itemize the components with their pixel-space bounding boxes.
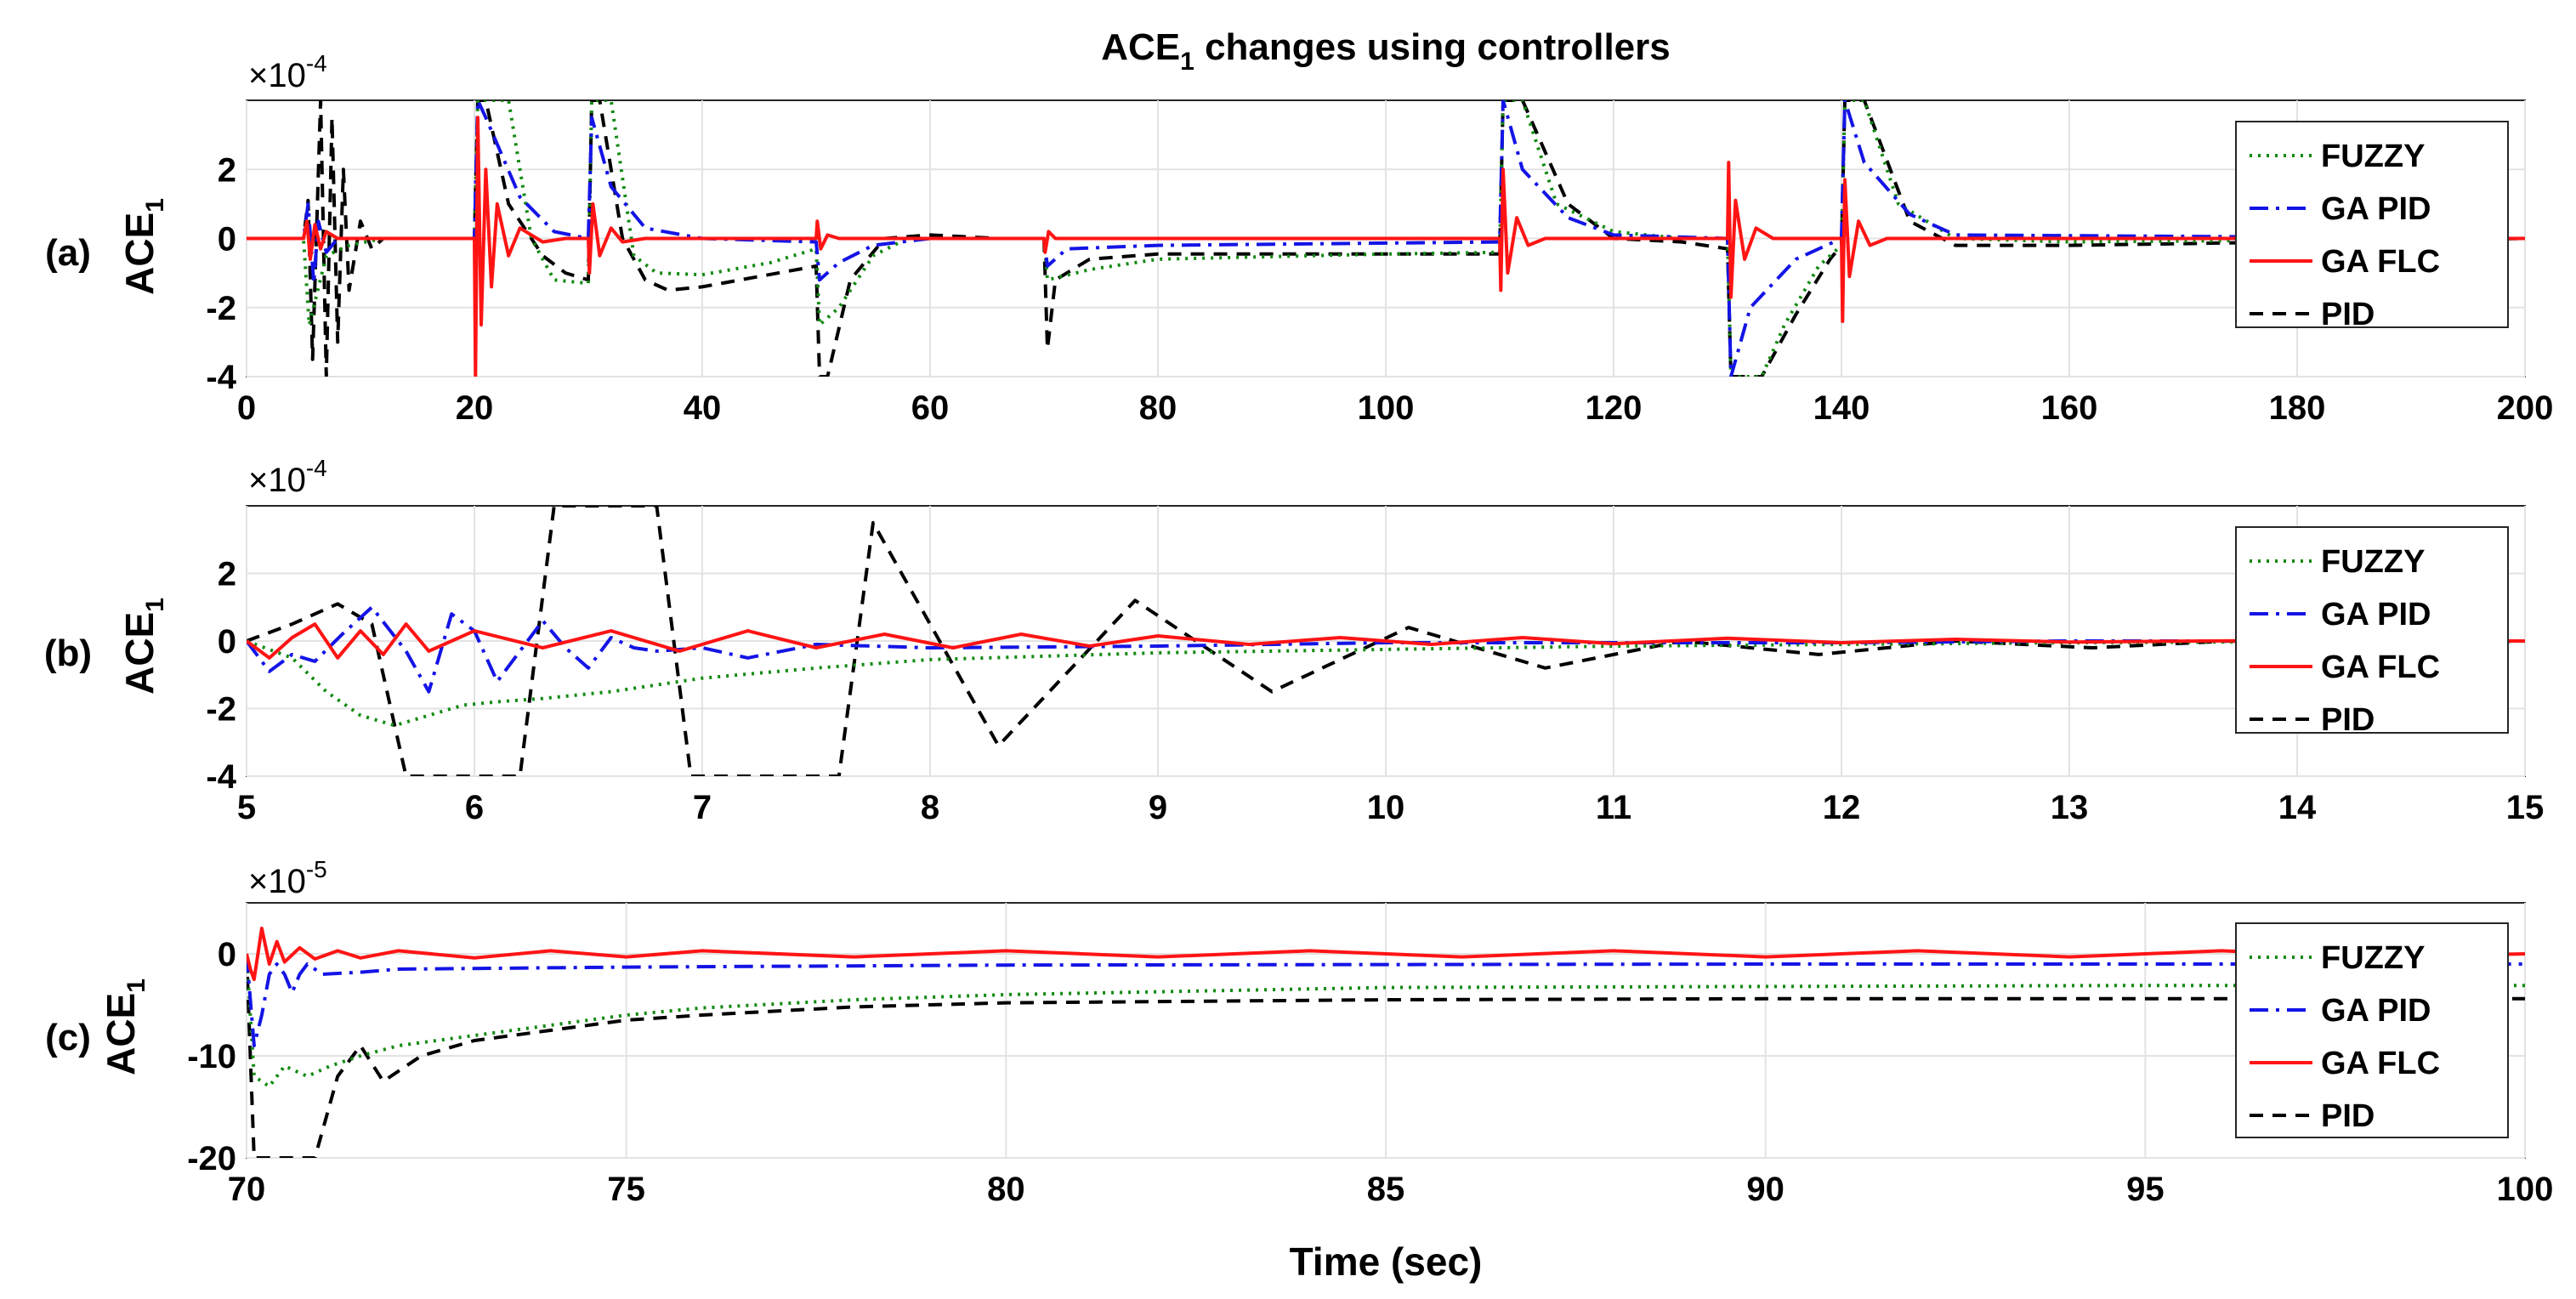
- x-tick-label: 180: [2269, 389, 2326, 427]
- legend-label: GA PID: [2321, 993, 2431, 1029]
- y-multiplier: ×10-5: [248, 856, 327, 900]
- legend-box: [2235, 121, 2509, 328]
- x-tick-label: 13: [2051, 789, 2089, 826]
- panel-label: (b): [44, 632, 92, 674]
- y-tick-label: -4: [206, 359, 236, 396]
- series-line-pid: [247, 953, 2525, 1158]
- y-axis-label: ACE1: [117, 598, 169, 695]
- series-line-pid: [247, 100, 2525, 377]
- x-tick-label: 90: [1746, 1171, 1784, 1208]
- series-line-ga-pid: [247, 953, 2525, 1047]
- panel-label: (a): [45, 232, 91, 274]
- y-tick-label: -10: [187, 1038, 236, 1075]
- legend-label: GA PID: [2321, 597, 2431, 632]
- panel-c: 70 75 80 85 90 95 100 0 -10 -20 ×10-5 ACE1 (c) F…: [45, 856, 2553, 1284]
- x-tick-label: 8: [921, 789, 939, 826]
- series-line-ga-flc: [247, 927, 2525, 981]
- x-tick-label: 0: [237, 389, 256, 427]
- x-tick-label: 95: [2126, 1171, 2165, 1208]
- legend: FUZZY GA PID GA FLC PID: [2235, 121, 2509, 332]
- legend-box: [2235, 922, 2509, 1138]
- x-tick-label: 11: [1596, 789, 1631, 826]
- x-tick-label: 10: [1367, 789, 1405, 826]
- x-tick-label: 200: [2497, 389, 2554, 427]
- legend-label: GA FLC: [2321, 244, 2440, 280]
- x-tick-label: 120: [1586, 389, 1643, 427]
- legend-label: GA PID: [2321, 191, 2431, 227]
- y-tick-labels: 2 0 -2 -4: [206, 556, 236, 797]
- series-line-ga-flc: [247, 116, 2525, 377]
- legend: FUZZY GA PID GA FLC PID: [2235, 526, 2509, 738]
- x-tick-label: 70: [228, 1171, 266, 1208]
- x-tick-label: 40: [684, 389, 722, 427]
- y-tick-label: -2: [206, 290, 236, 327]
- y-tick-label: 0: [218, 221, 236, 258]
- series-layer: [247, 927, 2525, 1158]
- x-tick-label: 160: [2041, 389, 2098, 427]
- x-tick-label: 85: [1367, 1171, 1405, 1208]
- series-layer: [247, 100, 2525, 377]
- y-tick-labels: 2 0 -2 -4: [206, 151, 236, 396]
- series-line-ga-flc: [247, 622, 2525, 660]
- x-tick-label: 80: [987, 1171, 1025, 1208]
- series-layer: [247, 506, 2525, 776]
- x-tick-label: 14: [2278, 789, 2317, 826]
- x-tick-label: 100: [2497, 1171, 2554, 1208]
- panel-b: 5 6 7 8 9 10 11 12 13 14 15 20-2-4 ×10-4 ACE1 (b) …: [44, 455, 2544, 826]
- x-tick-label: 5: [237, 789, 256, 826]
- legend: FUZZY GA PID GA FLC PID: [2235, 922, 2509, 1138]
- x-tick-labels: 0 20 40 60 80 100 120 140 160 180 200: [237, 389, 2554, 427]
- x-tick-label: 100: [1358, 389, 1415, 427]
- figure-title: ACE1 changes using controllers: [1101, 26, 1671, 76]
- series-line-fuzzy: [247, 953, 2525, 1088]
- x-tick-label: 60: [911, 389, 950, 427]
- legend-label: FUZZY: [2321, 139, 2425, 174]
- legend-box: [2235, 526, 2509, 734]
- legend-label: PID: [2321, 702, 2375, 738]
- y-tick-label: -20: [187, 1140, 236, 1177]
- series-line-ga-pid: [247, 605, 2525, 694]
- x-tick-label: 12: [1823, 789, 1861, 826]
- x-tick-label: 6: [465, 789, 484, 826]
- legend-label: GA FLC: [2321, 650, 2440, 685]
- y-tick-label: 2: [218, 556, 236, 593]
- panel-a: 0 20 40 60 80 100 120 140 160 180 200 20-2-4 ×10-4…: [45, 50, 2553, 427]
- x-tick-label: 9: [1149, 789, 1167, 826]
- x-tick-label: 140: [1813, 389, 1870, 427]
- x-tick-label: 75: [607, 1171, 645, 1208]
- y-tick-label: 2: [218, 151, 236, 189]
- y-axis-label: ACE1: [117, 198, 169, 295]
- x-tick-label: 7: [693, 789, 712, 826]
- legend-label: GA FLC: [2321, 1046, 2440, 1081]
- legend-label: FUZZY: [2321, 544, 2425, 580]
- x-tick-labels: 5 6 7 8 9 10 11 12 13 14 15: [237, 789, 2544, 826]
- x-tick-label: 20: [456, 389, 494, 427]
- legend-label: PID: [2321, 297, 2375, 332]
- x-tick-label: 80: [1139, 389, 1177, 427]
- y-tick-label: 0: [218, 936, 236, 973]
- x-axis-label: Time (sec): [1290, 1239, 1483, 1284]
- x-tick-labels: 70 75 80 85 90 95 100: [228, 1171, 2554, 1208]
- legend-label: PID: [2321, 1098, 2375, 1134]
- x-tick-label: 15: [2506, 789, 2545, 826]
- y-multiplier: ×10-4: [248, 50, 327, 94]
- panel-label: (c): [45, 1017, 91, 1058]
- y-multiplier: ×10-4: [248, 455, 327, 499]
- y-axis-label: ACE1: [99, 979, 150, 1075]
- y-tick-labels: 0 -10 -20: [187, 936, 236, 1177]
- y-tick-label: -2: [206, 691, 236, 729]
- legend-label: FUZZY: [2321, 940, 2425, 976]
- y-tick-label: 0: [218, 623, 236, 661]
- y-tick-label: -4: [206, 758, 236, 796]
